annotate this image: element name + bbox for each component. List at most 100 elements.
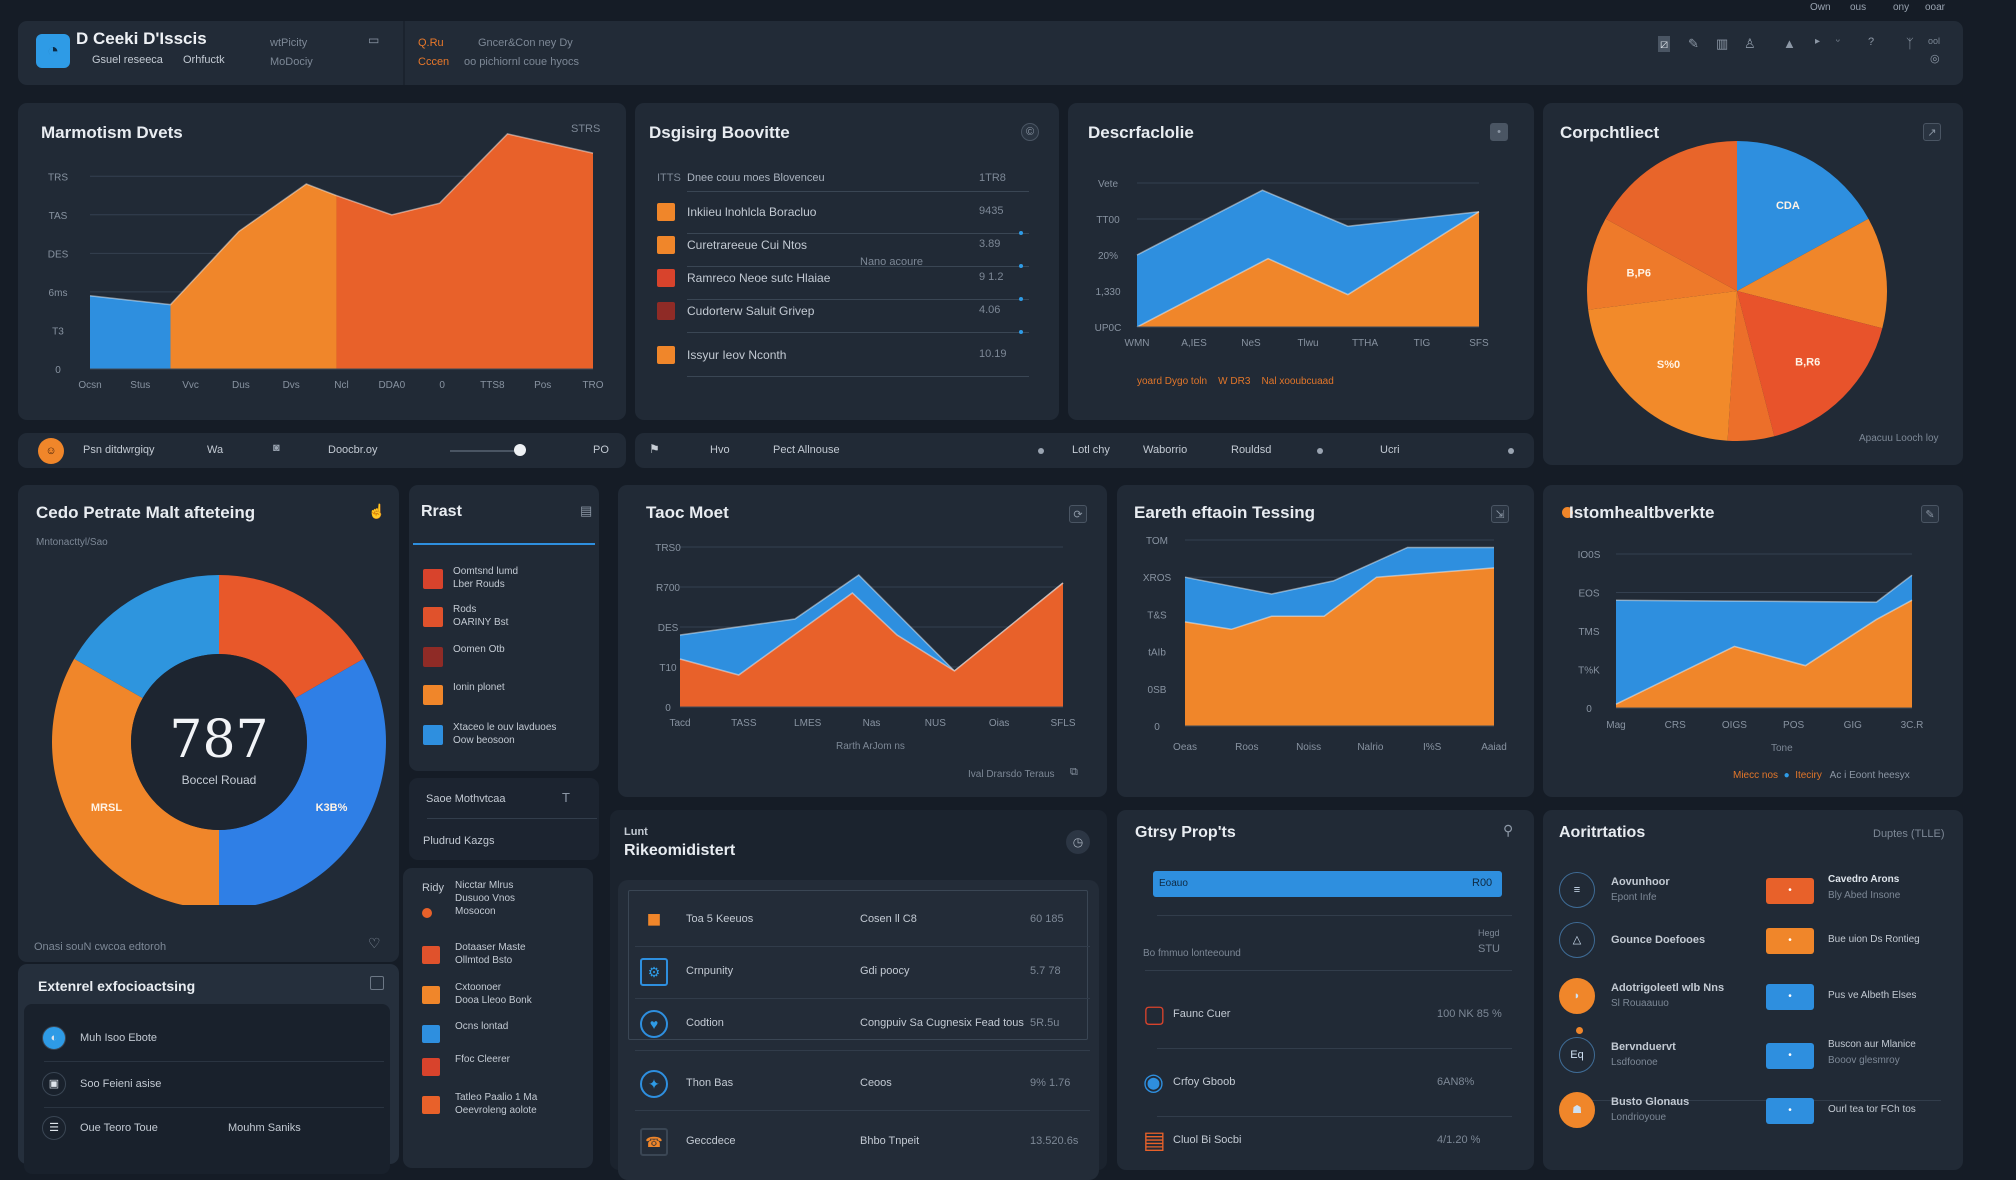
shield-icon[interactable]: ♡	[368, 935, 381, 951]
bookmark-icon[interactable]: ▭	[368, 33, 380, 47]
activity-badge[interactable]: •	[1766, 928, 1814, 954]
legend-item[interactable]: Ac i Eoont heesyx	[1829, 770, 1910, 781]
progress-item-label[interactable]: Faunc Cuer	[1173, 1008, 1231, 1020]
flame-icon[interactable]: ☗	[1559, 1092, 1595, 1128]
refresh-icon[interactable]: ⟳	[1069, 505, 1087, 523]
user-icon[interactable]: ♙	[1744, 36, 1756, 51]
item-label[interactable]: Oomen Otb	[453, 644, 505, 655]
chart-footer-link[interactable]: Ival Drarsdo Teraus	[968, 769, 1055, 780]
hand-icon[interactable]: ☝	[368, 503, 386, 519]
item-label[interactable]: Xtaceo le ouv lavduoes	[453, 722, 557, 733]
item-label[interactable]: Ffoc Cleerer	[455, 1054, 511, 1065]
edit-icon[interactable]: ✎	[1921, 505, 1939, 523]
item-label[interactable]: Dotaaser Maste	[455, 942, 526, 953]
fan-icon[interactable]: ⚙	[640, 958, 668, 986]
arrow-icon[interactable]: ᵕ	[1836, 36, 1840, 47]
slider-track[interactable]	[450, 450, 525, 452]
grid-icon[interactable]: ▥	[1716, 36, 1729, 51]
square-icon[interactable]: ■	[646, 906, 662, 933]
pie-slice[interactable]	[52, 658, 219, 905]
status-avatar-icon[interactable]: ☺	[38, 438, 64, 464]
expand-icon[interactable]: ↗	[1923, 123, 1941, 141]
pie-slice[interactable]	[1605, 141, 1737, 291]
activity-badge[interactable]: •	[1766, 984, 1814, 1010]
item-label[interactable]: Ocns lontad	[455, 1021, 509, 1032]
table-cell-name[interactable]: Toa 5 Keeuos	[686, 913, 754, 925]
pie-slice[interactable]	[1737, 218, 1887, 329]
settings-icon[interactable]: ◎	[1930, 53, 1940, 65]
triangle-icon[interactable]: ▲	[1783, 36, 1796, 51]
pie-slice[interactable]	[219, 575, 364, 699]
play-icon[interactable]: ▸	[1815, 36, 1821, 47]
clock-icon[interactable]: ◷	[1066, 830, 1090, 854]
activity-title[interactable]: Gounce Doefooes	[1611, 934, 1706, 946]
small-item[interactable]: Pludrud Kazgs	[423, 835, 495, 847]
progress-item-label[interactable]: Cluol Bi Socbi	[1173, 1134, 1242, 1146]
pie-slice[interactable]	[1587, 218, 1737, 310]
card-icon[interactable]: ▤	[1143, 1127, 1166, 1154]
equal-icon[interactable]: Eq	[1559, 1037, 1595, 1073]
slider-knob[interactable]	[513, 444, 526, 456]
activity-title[interactable]: Adotrigoleetl wlb Nns	[1611, 982, 1725, 994]
activities-corner[interactable]: Duptes (TLLE)	[1873, 828, 1945, 840]
legend-item[interactable]: Iteciry	[1795, 770, 1822, 781]
top-label[interactable]: ony	[1893, 2, 1910, 13]
legend-item[interactable]: Nal xooubcuaad	[1261, 376, 1334, 387]
lock-icon[interactable]: ◙	[273, 442, 280, 454]
list-item-label[interactable]: Issyur Ieov Nconth	[687, 348, 787, 362]
activity-badge[interactable]: •	[1766, 1043, 1814, 1069]
list-item-label[interactable]: Cudorterw Saluit Grivep	[687, 304, 815, 318]
shield-icon[interactable]: ©	[1021, 123, 1039, 141]
list-icon[interactable]: ☰	[42, 1116, 66, 1140]
document-icon[interactable]: ▢	[1143, 1001, 1166, 1028]
table-cell-name[interactable]: Geccdece	[686, 1135, 736, 1147]
app-logo[interactable]: ◔	[36, 34, 70, 68]
item-label[interactable]: Rods	[453, 604, 477, 615]
small-item[interactable]: Saoe Mothvtcaa	[426, 793, 506, 805]
activity-badge[interactable]: •	[1766, 1098, 1814, 1124]
pie-slice[interactable]	[219, 658, 386, 905]
pie-slice[interactable]	[1737, 141, 1869, 291]
activity-title[interactable]: Busto Glonaus	[1611, 1096, 1690, 1108]
pie-slice[interactable]	[1727, 291, 1775, 441]
external-item-label[interactable]: Oue Teoro Toue	[80, 1122, 158, 1134]
table-cell-name[interactable]: Codtion	[686, 1017, 724, 1029]
checkbox[interactable]	[370, 976, 384, 990]
pie-slice[interactable]	[1588, 291, 1737, 441]
legend-item[interactable]: Miecc nos	[1733, 770, 1779, 781]
text-icon[interactable]: T	[562, 790, 570, 805]
question-icon[interactable]: ?	[1868, 36, 1875, 48]
list-item-label[interactable]: Curetrareeue Cui Ntos	[687, 238, 808, 252]
activity-title[interactable]: Bervnduervt	[1611, 1041, 1676, 1053]
image-icon[interactable]: ▣	[42, 1072, 66, 1096]
collapse-icon[interactable]: ⇲	[1491, 505, 1509, 523]
item-label[interactable]: Mosocon	[455, 906, 496, 917]
info-icon[interactable]: ≡	[1559, 872, 1595, 908]
header-sub-1[interactable]: Gsuel reseeca	[92, 54, 163, 66]
table-cell-name[interactable]: Crnpunity	[686, 965, 734, 977]
activity-badge[interactable]: •	[1766, 878, 1814, 904]
activity-title[interactable]: Aovunhoor	[1611, 876, 1670, 888]
pin-icon[interactable]: ᛉ	[1906, 36, 1914, 51]
header-sub-2[interactable]: Orhfuctk	[183, 54, 225, 66]
item-label[interactable]: Ionin plonet	[453, 682, 505, 693]
options-icon[interactable]: •	[1490, 123, 1508, 141]
item-label[interactable]: Oomtsnd lumd	[453, 566, 519, 577]
top-label[interactable]: Own	[1810, 2, 1831, 13]
legend-item[interactable]: yoard Dygo toln	[1137, 376, 1208, 387]
search-icon[interactable]: ⚲	[1503, 822, 1514, 838]
item-label[interactable]: Tatleo Paalio 1 Ma	[455, 1092, 538, 1103]
top-label[interactable]: ous	[1850, 2, 1867, 13]
fire-icon[interactable]: ◗	[1559, 978, 1595, 1014]
heart-icon[interactable]: ♥	[640, 1010, 668, 1038]
item-label[interactable]: Nicctar Mlrus	[455, 880, 514, 891]
list-item-label[interactable]: Ramreco Neoe sutc Hlaiae	[687, 271, 831, 285]
external-item-label[interactable]: Muh Isoo Ebote	[80, 1032, 158, 1044]
table-cell-name[interactable]: Thon Bas	[686, 1077, 734, 1089]
warning-icon[interactable]: △	[1559, 922, 1595, 958]
top-label[interactable]: ooar	[1925, 2, 1946, 13]
pie-slice[interactable]	[1737, 291, 1883, 437]
star-icon[interactable]: ✦	[640, 1070, 668, 1098]
chart-icon[interactable]: ⧄	[1658, 36, 1671, 52]
list-item-label[interactable]: Inkiieu lnohlcla Boracluo	[687, 205, 817, 219]
